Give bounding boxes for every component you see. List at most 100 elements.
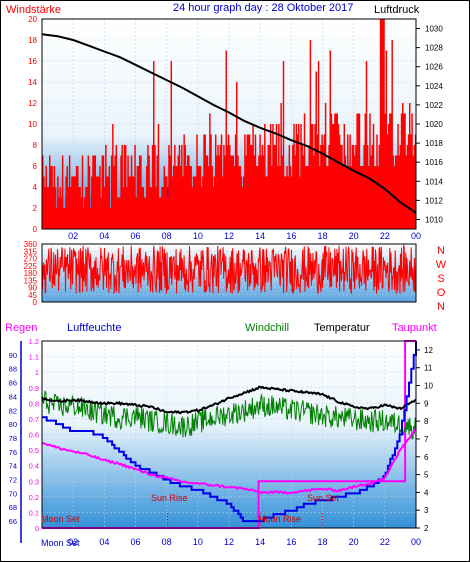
regen-tick-label: 0.5 <box>29 446 39 455</box>
wind-gust-bar <box>373 166 376 229</box>
wind-gust-bar <box>276 166 279 229</box>
bottom-plot-frame <box>41 340 417 529</box>
wind-gust-bar <box>199 166 202 229</box>
wind-gust-bar <box>63 208 65 229</box>
wind-gust-bar <box>306 166 308 229</box>
wind-gust-bar <box>202 176 204 229</box>
wind-gust-bar <box>383 19 385 229</box>
wind-gust-bar <box>108 166 111 229</box>
wind-gust-bar <box>245 155 247 229</box>
wind-gust-bar <box>348 166 350 229</box>
regen-tick-label: 0.9 <box>29 384 39 393</box>
wind-gust-bar <box>340 145 342 229</box>
regen-tick-label: 0 <box>35 524 39 533</box>
luftfeuchte-tick-label: 76 <box>9 448 17 457</box>
wind-gust-bar <box>149 187 151 229</box>
wind-gust-bar <box>179 166 182 229</box>
wind-gust-bar <box>54 187 57 229</box>
wind-gust-bar <box>354 155 356 229</box>
wind-gust-bar <box>268 145 271 229</box>
wind-gust-bar <box>211 166 213 229</box>
x-tick-label: 06 <box>130 537 140 547</box>
regen-tick-label: 0.6 <box>29 431 39 440</box>
temperatur-label: Temperatur <box>314 322 370 334</box>
direction-tick-label: 0 <box>33 298 38 307</box>
wind-gust-bar <box>260 155 263 229</box>
temp-tick-label: 3 <box>424 506 429 515</box>
regen-tick-label: 0.8 <box>29 399 39 408</box>
wind-gust-bar <box>397 124 399 229</box>
windchill-series <box>41 390 417 440</box>
wind-gust-bar <box>200 187 203 229</box>
wind-gust-bar <box>198 166 201 229</box>
wind-gust-bar <box>278 124 280 229</box>
wind-gust-bar <box>212 187 215 229</box>
wind-gust-bar <box>371 145 374 229</box>
luftfeuchte-tick-label: 74 <box>9 462 17 471</box>
moon-rise-annotation: Moon Rise <box>258 514 301 524</box>
wind-gust-bar <box>210 134 212 229</box>
wind-gust-bar <box>43 176 45 229</box>
wind-gust-bar <box>51 166 53 229</box>
wind-gust-bar <box>275 124 278 229</box>
wind-gust-bar <box>109 208 112 229</box>
wind-gust-bar <box>188 155 190 229</box>
wind-gust-bar <box>362 166 364 229</box>
wind-gust-bar <box>49 155 51 229</box>
wind-gust-bar <box>378 145 381 229</box>
wind-gust-bar <box>86 187 88 229</box>
wind-gust-bar <box>317 61 320 229</box>
wind-gust-bar <box>226 145 229 229</box>
direction-letter: N <box>437 301 445 313</box>
wind-gust-bar <box>390 113 392 229</box>
wind-gust-bar <box>50 166 52 229</box>
wind-gust-bar <box>391 40 393 229</box>
wind-gust-bar <box>334 113 336 229</box>
wind-gust-bar <box>167 197 169 229</box>
wind-gust-bar <box>385 50 388 229</box>
wind-gust-bar <box>338 134 341 229</box>
direction-letter: W <box>436 259 447 271</box>
direction-letter: O <box>437 287 446 299</box>
wind-gust-bar <box>140 155 142 229</box>
direction-letter: S <box>437 273 444 285</box>
wind-gust-bar <box>410 134 412 229</box>
wind-gust-bar <box>250 145 252 229</box>
wind-gust-bar <box>233 166 236 229</box>
wind-gust-bar <box>81 155 84 229</box>
wind-gust-bar <box>197 166 199 229</box>
wind-gust-bar <box>237 155 239 229</box>
wind-gust-bar <box>92 155 94 229</box>
temp-tick-label: 8 <box>424 417 429 426</box>
wind-gust-bar <box>342 166 344 229</box>
wind-gust-bar <box>80 197 83 229</box>
wind-gust-bar <box>129 176 132 229</box>
chart-title: 24 hour graph day : 28 Oktober 2017 <box>173 2 353 14</box>
wind-gust-bar <box>102 155 105 229</box>
wind-gust-bar <box>364 113 367 229</box>
x-tick-label: 18 <box>317 537 327 547</box>
x-tick-label: 12 <box>224 537 234 547</box>
wind-gust-bar <box>255 166 258 229</box>
luftfeuchte-tick-label: 82 <box>9 406 17 415</box>
wind-gust-bar <box>225 50 227 229</box>
pressure-series <box>41 33 417 214</box>
wind-gust-bar <box>68 155 71 229</box>
wind-gust-bar <box>67 187 70 229</box>
temp-tick-label: 12 <box>424 346 433 355</box>
wind-tick-label: 20 <box>28 15 37 24</box>
luftfeuchte-label: Luftfeuchte <box>67 322 121 334</box>
wind-gust-bar <box>307 166 309 229</box>
luftfeuchte-tick-label: 88 <box>9 365 17 374</box>
taupunkt-series <box>41 427 417 495</box>
pressure-tick-label: 1016 <box>425 158 443 167</box>
wind-gust-bar <box>184 145 187 229</box>
wind-gust-bar <box>160 197 162 229</box>
wind-gust-bar <box>196 134 198 229</box>
wind-gust-bar <box>70 187 72 229</box>
wind-gust-bar <box>91 176 93 229</box>
wind-gust-bar <box>134 145 136 229</box>
wind-gust-bar <box>345 166 348 229</box>
